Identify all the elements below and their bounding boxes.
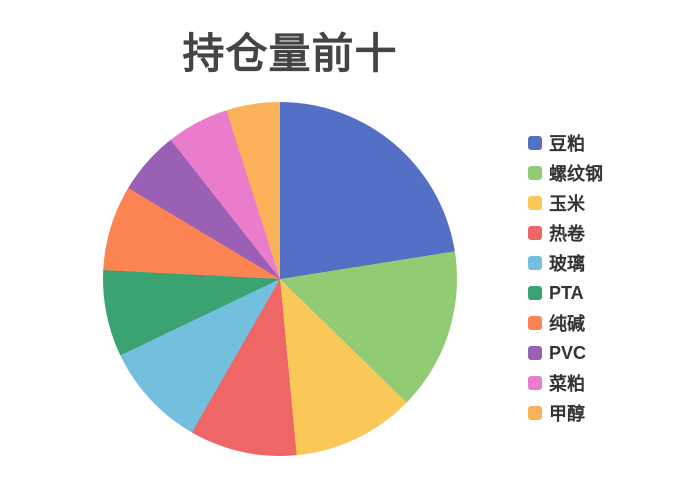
legend-label: PVC bbox=[549, 342, 587, 363]
legend-label: 热卷 bbox=[549, 224, 585, 244]
legend-item-3[interactable]: 玉米 bbox=[528, 193, 603, 214]
legend-swatch bbox=[528, 166, 542, 180]
legend-item-8[interactable]: PVC bbox=[528, 343, 603, 363]
legend-item-5[interactable]: 玻璃 bbox=[528, 253, 603, 274]
legend-item-9[interactable]: 菜粕 bbox=[528, 373, 603, 394]
legend-swatch bbox=[528, 316, 542, 330]
legend-swatch bbox=[528, 136, 542, 150]
legend-label: 玉米 bbox=[549, 194, 585, 214]
legend-label: 螺纹钢 bbox=[549, 164, 603, 184]
legend-swatch bbox=[528, 286, 542, 300]
legend-item-2[interactable]: 螺纹钢 bbox=[528, 163, 603, 184]
pie-chart[interactable] bbox=[103, 102, 457, 456]
legend-label: 甲醇 bbox=[549, 404, 585, 424]
legend-swatch bbox=[528, 196, 542, 210]
legend-label: 菜粕 bbox=[549, 374, 585, 394]
legend-swatch bbox=[528, 226, 542, 240]
legend: 豆粕螺纹钢玉米热卷玻璃 PTA 纯碱 PVC 菜粕甲醇 bbox=[528, 133, 603, 433]
legend-swatch bbox=[528, 346, 542, 360]
legend-label: 纯碱 bbox=[549, 314, 585, 334]
legend-swatch bbox=[528, 406, 542, 420]
legend-label: PTA bbox=[549, 282, 584, 303]
legend-swatch bbox=[528, 256, 542, 270]
legend-item-10[interactable]: 甲醇 bbox=[528, 403, 603, 424]
legend-item-7[interactable]: 纯碱 bbox=[528, 313, 603, 334]
legend-item-1[interactable]: 豆粕 bbox=[528, 133, 603, 154]
legend-item-4[interactable]: 热卷 bbox=[528, 223, 603, 244]
chart-title: 持仓量前十 bbox=[182, 30, 398, 77]
legend-label: 豆粕 bbox=[549, 134, 585, 154]
legend-swatch bbox=[528, 376, 542, 390]
legend-label: 玻璃 bbox=[549, 254, 585, 274]
legend-item-6[interactable]: PTA bbox=[528, 283, 603, 303]
